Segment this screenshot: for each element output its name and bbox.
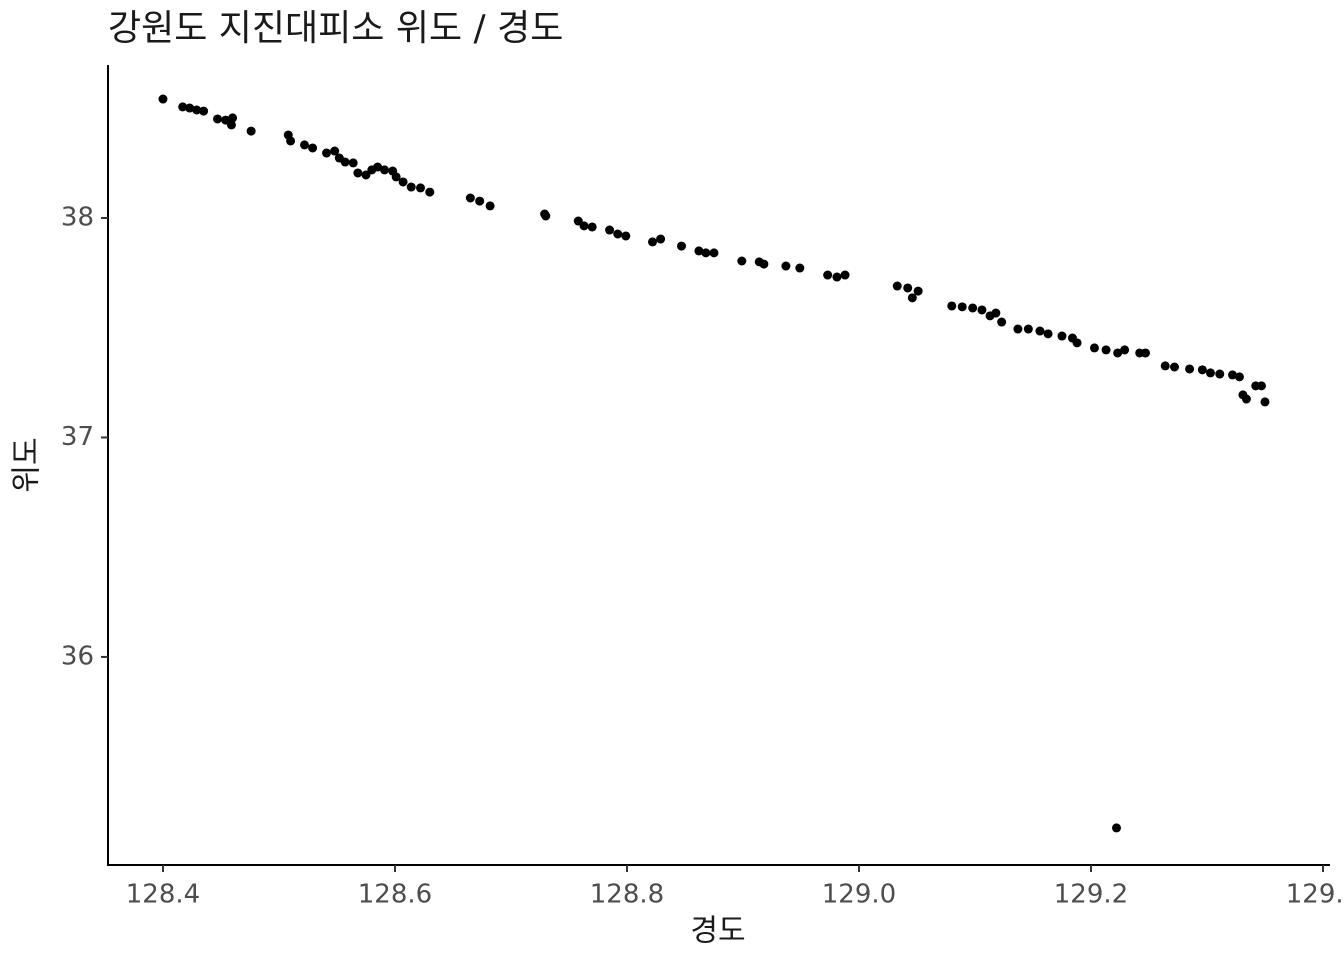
point <box>907 293 917 303</box>
point <box>613 229 623 239</box>
point <box>485 201 495 211</box>
point <box>587 222 597 232</box>
point <box>1260 397 1270 407</box>
point <box>1205 368 1215 378</box>
x-tick-label: 129.0 <box>822 880 896 910</box>
point <box>656 234 666 244</box>
point <box>199 106 209 116</box>
point <box>795 263 805 273</box>
point <box>1141 348 1151 358</box>
point <box>185 103 195 113</box>
point <box>348 158 358 168</box>
point <box>823 270 833 280</box>
point <box>425 187 435 197</box>
point <box>286 136 296 146</box>
point <box>322 148 332 158</box>
point <box>380 165 390 175</box>
point <box>353 168 363 178</box>
point <box>1185 364 1195 374</box>
point <box>398 177 408 187</box>
point <box>330 146 340 156</box>
point <box>737 256 747 266</box>
point <box>1089 343 1099 353</box>
point <box>648 237 658 247</box>
point <box>226 120 236 130</box>
point <box>997 317 1007 327</box>
x-tick-label: 129.4 <box>1286 880 1344 910</box>
chart-title: 강원도 지진대피소 위도 / 경도 <box>108 8 563 49</box>
point <box>246 126 256 136</box>
point <box>373 162 383 172</box>
point <box>1120 345 1130 355</box>
point <box>759 259 769 269</box>
x-tick-label: 128.4 <box>126 880 200 910</box>
point <box>406 182 416 192</box>
point <box>416 183 426 193</box>
point <box>1257 381 1267 391</box>
point <box>621 231 631 241</box>
point <box>1197 365 1207 375</box>
x-tick-label: 128.8 <box>590 880 664 910</box>
point <box>677 241 687 251</box>
point <box>977 305 987 315</box>
point <box>957 302 967 312</box>
point <box>541 211 551 221</box>
point <box>1170 362 1180 372</box>
point <box>1241 394 1251 404</box>
point <box>840 270 850 280</box>
point <box>709 248 719 258</box>
point <box>1101 345 1111 355</box>
point <box>694 246 704 256</box>
point <box>158 94 168 104</box>
point <box>903 283 913 293</box>
y-tick-label: 37 <box>61 422 94 452</box>
y-axis-title: 위도 <box>10 437 45 492</box>
x-tick-label: 128.6 <box>358 880 432 910</box>
point <box>947 301 957 311</box>
point <box>192 105 202 115</box>
point <box>1113 348 1123 358</box>
point <box>913 286 923 296</box>
point <box>968 303 978 313</box>
point <box>701 248 711 258</box>
point <box>228 113 238 123</box>
point <box>781 261 791 271</box>
point <box>892 281 902 291</box>
x-axis-title: 경도 <box>690 914 745 949</box>
x-tick-label: 129.2 <box>1054 880 1128 910</box>
point <box>991 308 1001 318</box>
point <box>1057 331 1067 341</box>
point <box>1215 369 1225 379</box>
point <box>1043 329 1053 339</box>
point <box>1112 823 1122 833</box>
point <box>300 140 310 150</box>
y-tick-label: 38 <box>61 202 94 232</box>
point <box>1228 370 1238 380</box>
point <box>1234 372 1244 382</box>
point <box>308 143 318 153</box>
point <box>1072 338 1082 348</box>
point <box>1023 324 1033 334</box>
point <box>475 196 485 206</box>
y-tick-label: 36 <box>61 641 94 671</box>
point <box>605 225 615 235</box>
point <box>391 172 401 182</box>
point <box>1013 324 1023 334</box>
point <box>361 170 371 180</box>
point <box>213 114 223 124</box>
point <box>579 221 589 231</box>
point <box>340 157 350 167</box>
point <box>832 272 842 282</box>
point <box>465 193 475 203</box>
point <box>178 102 188 112</box>
point <box>1035 326 1045 336</box>
point <box>1160 361 1170 371</box>
